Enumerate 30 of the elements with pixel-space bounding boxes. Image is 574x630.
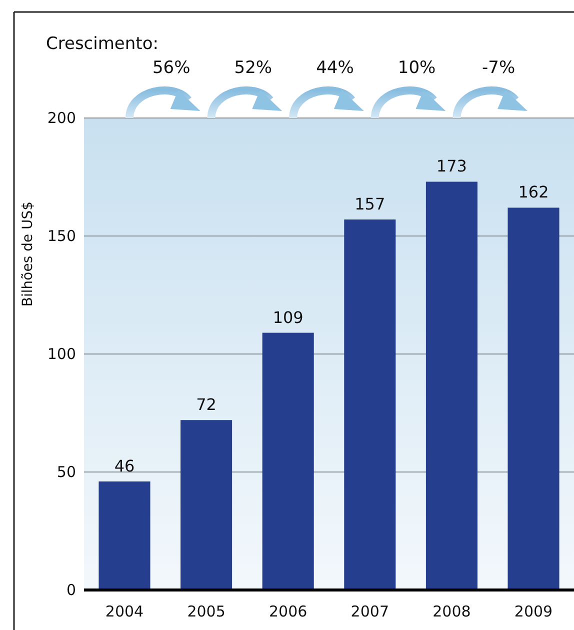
- x-tick-label: 2004: [105, 602, 144, 621]
- text: -7%: [482, 58, 516, 78]
- text: 56%: [152, 58, 190, 78]
- x-tick-label: 2007: [350, 602, 389, 621]
- x-tick-label: 2008: [432, 602, 471, 621]
- data-label: 46: [114, 456, 135, 476]
- text: Crescimento:: [46, 34, 158, 54]
- bar: [262, 332, 314, 590]
- bar: [180, 420, 232, 590]
- y-tick-label: 150: [47, 226, 76, 245]
- data-label: 173: [436, 156, 467, 176]
- bar: [426, 182, 478, 590]
- text: 10%: [398, 58, 436, 78]
- bar: [98, 481, 150, 590]
- data-label: 72: [196, 395, 216, 414]
- y-tick-label: 50: [56, 462, 76, 481]
- y-tick-label: 200: [47, 108, 76, 127]
- text: 44%: [316, 58, 354, 78]
- y-axis-title: Bilhões de US$: [20, 201, 36, 307]
- bar: [508, 208, 560, 590]
- y-tick-label: 0: [66, 580, 76, 599]
- x-tick-label: 2009: [514, 602, 553, 621]
- bar: [344, 219, 396, 590]
- data-label: 157: [354, 194, 386, 214]
- x-tick-label: 2006: [269, 602, 308, 621]
- text: 52%: [234, 58, 272, 78]
- data-label: 162: [518, 182, 549, 202]
- y-tick-label: 100: [47, 344, 76, 363]
- x-tick-label: 2005: [187, 602, 226, 621]
- data-label: 109: [272, 308, 304, 327]
